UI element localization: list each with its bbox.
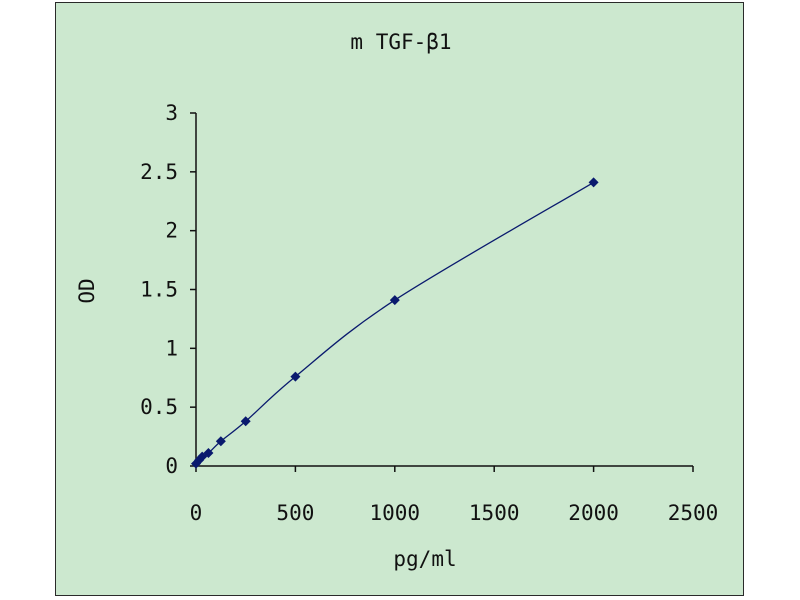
x-tick-label: 0 — [190, 501, 203, 525]
axes — [195, 113, 693, 467]
x-tick-label: 2500 — [668, 501, 719, 525]
data-point — [203, 448, 214, 459]
data-point — [588, 177, 599, 188]
y-axis-ticks: 0 0.5 1 1.5 2 2.5 3 — [140, 101, 196, 478]
y-tick-label: 1.5 — [140, 278, 178, 302]
chart-title: m TGF-β1 — [350, 30, 451, 54]
y-tick-label: 2.5 — [140, 160, 178, 184]
x-tick-label: 1500 — [469, 501, 520, 525]
chart-svg: m TGF-β1 0 0.5 1 1.5 2 2.5 3 0 500 1000 1500 2000 2… — [75, 30, 719, 571]
y-tick-label: 0.5 — [140, 395, 178, 419]
chart-frame: m TGF-β1 0 0.5 1 1.5 2 2.5 3 0 500 1000 1500 2000 2… — [55, 2, 744, 596]
x-tick-label: 1000 — [370, 501, 421, 525]
y-tick-label: 2 — [165, 219, 178, 243]
data-points — [191, 177, 599, 469]
trend-line-group — [195, 181, 594, 465]
data-point — [290, 371, 301, 382]
y-tick-label: 1 — [165, 336, 178, 360]
x-tick-label: 2000 — [568, 501, 619, 525]
x-tick-label: 500 — [276, 501, 314, 525]
trend-line — [195, 181, 594, 465]
y-tick-label: 0 — [165, 454, 178, 478]
y-tick-label: 3 — [165, 101, 178, 125]
y-axis-title: OD — [75, 278, 99, 303]
data-point — [215, 436, 226, 447]
x-axis-title: pg/ml — [393, 547, 456, 571]
data-point — [240, 416, 251, 427]
data-point — [389, 295, 400, 306]
x-axis-ticks: 0 500 1000 1500 2000 2500 — [190, 466, 719, 525]
